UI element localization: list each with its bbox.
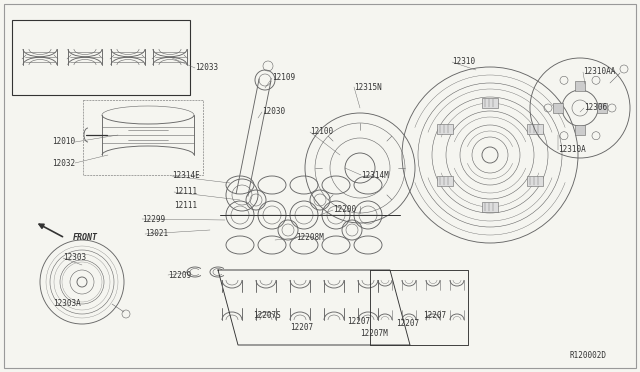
Text: 12030: 12030 <box>262 108 285 116</box>
Text: 12111: 12111 <box>174 202 197 211</box>
Bar <box>437 124 453 134</box>
Text: 12315N: 12315N <box>354 83 381 92</box>
Text: 12100: 12100 <box>310 128 333 137</box>
Text: 12310AA: 12310AA <box>583 67 616 77</box>
Text: 12208M: 12208M <box>296 234 324 243</box>
Text: 12207: 12207 <box>290 324 313 333</box>
Bar <box>575 125 585 135</box>
Text: 12303: 12303 <box>63 253 86 263</box>
Bar <box>482 98 498 108</box>
Text: 12314M: 12314M <box>361 170 388 180</box>
Text: 12299: 12299 <box>142 215 165 224</box>
Bar <box>553 103 563 113</box>
Text: 12207: 12207 <box>396 320 419 328</box>
Text: 12032: 12032 <box>52 158 75 167</box>
Text: 12310: 12310 <box>452 58 475 67</box>
Bar <box>597 103 607 113</box>
Text: 12033: 12033 <box>195 64 218 73</box>
Bar <box>83 100 203 175</box>
Bar <box>437 176 453 186</box>
Text: 12111: 12111 <box>174 187 197 196</box>
Text: 12109: 12109 <box>272 74 295 83</box>
Text: 12207: 12207 <box>347 317 370 327</box>
Text: R120002D: R120002D <box>570 350 607 359</box>
Bar <box>12 20 190 95</box>
Bar <box>527 124 543 134</box>
Bar <box>575 81 585 91</box>
Text: 12306: 12306 <box>584 103 607 112</box>
Text: 12303A: 12303A <box>53 299 81 308</box>
Text: 12207: 12207 <box>423 311 446 320</box>
Text: 12314E: 12314E <box>172 171 200 180</box>
Text: 12207M: 12207M <box>360 328 388 337</box>
Text: FRONT: FRONT <box>73 234 98 243</box>
Text: 12200: 12200 <box>333 205 356 215</box>
Text: 13021: 13021 <box>145 230 168 238</box>
Bar <box>527 176 543 186</box>
Text: 12209: 12209 <box>168 270 191 279</box>
Bar <box>482 202 498 212</box>
Text: 12010: 12010 <box>52 138 75 147</box>
Text: 12310A: 12310A <box>558 145 586 154</box>
Text: 12207S: 12207S <box>253 311 281 320</box>
